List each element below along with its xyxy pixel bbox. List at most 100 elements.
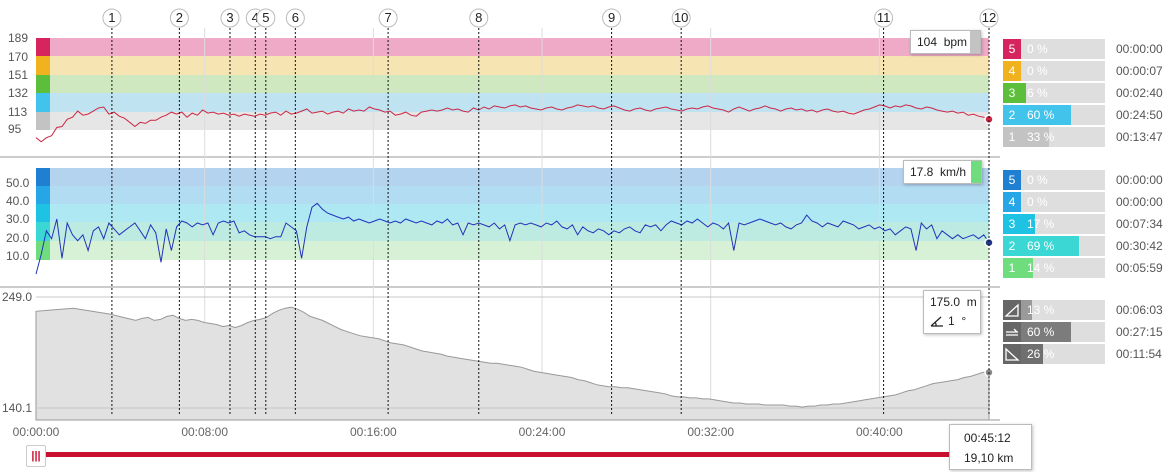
hr-zone-swatch	[36, 93, 50, 112]
grade-zone-time: 00:11:54	[1116, 347, 1162, 361]
hr-zone-swatch	[36, 56, 50, 75]
grade-zone-percent: 13 %	[1027, 303, 1055, 317]
speed-zone-band	[50, 222, 989, 241]
hr-zone-percent: 0 %	[1027, 64, 1048, 78]
speed-zone-swatch	[36, 168, 50, 186]
hr-zone-swatch	[36, 75, 50, 93]
flat-icon	[1003, 322, 1021, 342]
hr-y-tick: 151	[8, 68, 28, 82]
hr-zone-band	[50, 56, 989, 75]
heart-rate-line	[35, 104, 990, 143]
hr-zone-row: 4 0 %	[1003, 61, 1105, 81]
speed-zone-row: 3 17 %	[1003, 214, 1105, 234]
lap-number: 12	[982, 10, 996, 25]
lap-badge	[378, 8, 398, 28]
speed-line	[35, 202, 990, 275]
time-tick-label: 00:16:00	[350, 425, 397, 439]
hr-y-tick: 170	[8, 50, 28, 64]
hr-zone-band	[50, 93, 989, 112]
speed-zone-band	[50, 168, 989, 186]
altitude-tooltip-value: 175.0 m	[930, 295, 977, 309]
hr-tooltip-value: 104 bpm	[917, 35, 968, 49]
lap-number: 5	[262, 10, 269, 25]
time-tick-label: 00:32:00	[687, 425, 734, 439]
hr-zone-band	[50, 75, 989, 93]
speed-y-tick: 40.0	[6, 194, 30, 208]
downhill-icon	[1003, 344, 1021, 364]
hr-zone-number: 2	[1003, 105, 1021, 125]
speed-zone-time: 00:07:34	[1116, 217, 1163, 231]
speed-zone-percent: 69 %	[1027, 239, 1055, 253]
speed-zone-row: 5 0 %	[1003, 170, 1105, 190]
grade-zone-bar	[1021, 300, 1032, 320]
speed-zone-percent: 0 %	[1027, 173, 1048, 187]
time-tick-label: 00:08:00	[181, 425, 228, 439]
speed-y-tick: 50.0	[6, 176, 30, 190]
grade-zone-time: 00:06:03	[1116, 303, 1163, 317]
end-time: 00:45:12	[964, 431, 1011, 445]
hr-zone-bar	[1021, 105, 1071, 125]
speed-zone-number: 3	[1003, 214, 1021, 234]
grade-zone-row-flat: 60 %	[1003, 322, 1105, 342]
grade-zone-time: 00:27:15	[1116, 325, 1163, 339]
lap-badge	[220, 8, 240, 28]
speed-zone-bar	[1021, 236, 1079, 256]
hr-zone-time: 00:24:50	[1116, 108, 1163, 122]
hr-zone-number: 3	[1003, 83, 1021, 103]
lap-number: 7	[384, 10, 391, 25]
hr-zone-percent: 0 %	[1027, 42, 1048, 56]
hr-zone-bar	[1021, 127, 1049, 147]
hr-zone-bar	[1021, 83, 1026, 103]
speed-zone-number: 1	[1003, 258, 1021, 278]
scrubber-handle[interactable]: |||	[26, 445, 46, 467]
hr-zone-percent: 33 %	[1027, 130, 1055, 144]
speed-tooltip-swatch	[971, 161, 981, 183]
lap-badge	[671, 8, 691, 28]
hr-zone-time: 00:02:40	[1116, 86, 1163, 100]
speed-zone-swatch	[36, 241, 50, 260]
speed-zone-row: 2 69 %	[1003, 236, 1105, 256]
hr-zone-number: 4	[1003, 61, 1021, 81]
hr-tooltip-swatch	[970, 31, 980, 53]
uphill-icon	[1003, 300, 1021, 320]
speed-zone-time: 00:00:00	[1116, 195, 1163, 209]
speed-zone-number: 2	[1003, 236, 1021, 256]
speed-zone-bar	[1021, 214, 1035, 234]
grade-zone-percent: 60 %	[1027, 325, 1055, 339]
grade-tooltip-value: 1 °	[948, 314, 967, 328]
lap-number: 11	[877, 10, 891, 25]
grade-zone-row-downhill: 26 %	[1003, 344, 1105, 364]
speed-zone-band	[50, 241, 989, 260]
hr-tooltip: 104 bpm	[910, 30, 981, 54]
hr-zone-time: 00:13:47	[1116, 130, 1163, 144]
altitude-area	[35, 306, 990, 421]
altitude-max-label: 249.0	[2, 290, 32, 304]
time-tick-label: 00:40:00	[856, 425, 903, 439]
lap-badge	[874, 8, 894, 28]
hr-y-tick: 132	[8, 86, 28, 100]
speed-zone-swatch	[36, 204, 50, 222]
heart-rate-marker	[984, 114, 994, 125]
speed-y-tick: 30.0	[6, 212, 30, 226]
lap-number: 8	[475, 10, 482, 25]
lap-badge	[102, 8, 122, 28]
grade-zone-bar	[1021, 344, 1043, 364]
speed-zone-band	[50, 186, 989, 204]
speed-zone-number: 4	[1003, 192, 1021, 212]
hr-zone-number: 1	[1003, 127, 1021, 147]
lap-number: 10	[674, 10, 688, 25]
speed-y-tick: 10.0	[6, 249, 30, 263]
lap-badge	[469, 8, 489, 28]
scrubber-track	[36, 452, 989, 457]
hr-zone-time: 00:00:00	[1116, 42, 1163, 56]
speed-zone-row: 4 0 %	[1003, 192, 1105, 212]
hr-zone-band	[50, 38, 989, 56]
end-tooltip: 00:45:12 19,10 km	[949, 424, 1032, 470]
hr-zone-percent: 6 %	[1027, 86, 1048, 100]
hr-zone-row: 2 60 %	[1003, 105, 1105, 125]
speed-zone-band	[50, 204, 989, 222]
speed-zone-number: 5	[1003, 170, 1021, 190]
hr-zone-percent: 60 %	[1027, 108, 1055, 122]
hr-zone-time: 00:00:07	[1116, 64, 1163, 78]
